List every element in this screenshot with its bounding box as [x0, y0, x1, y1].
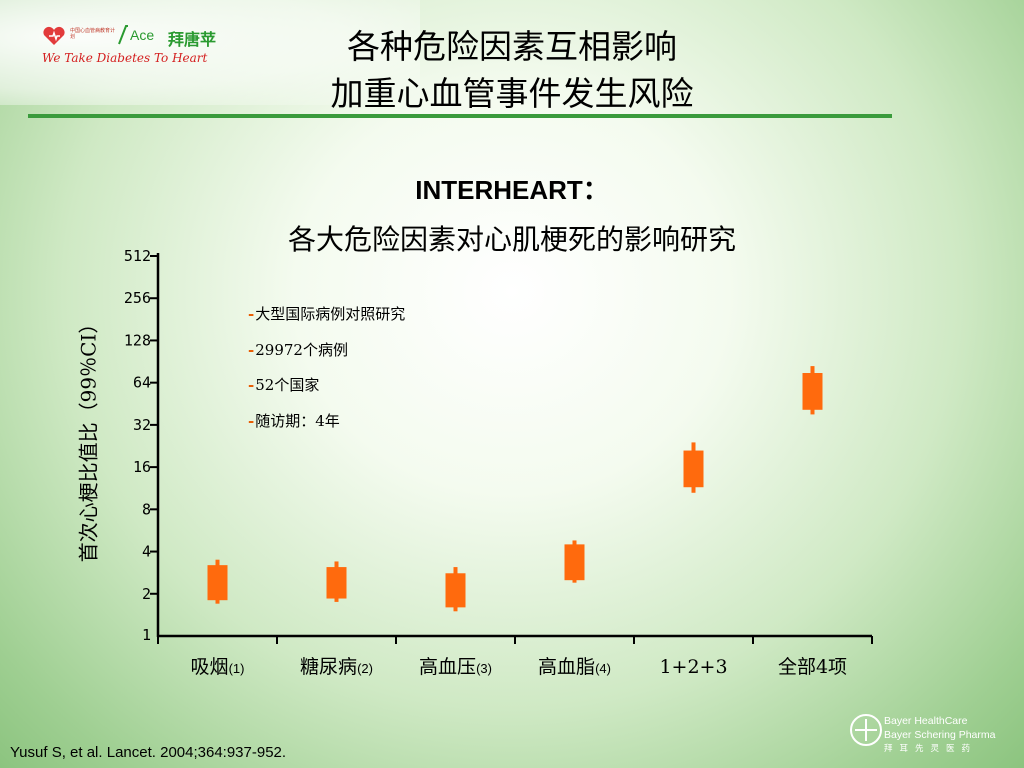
y-tick-label: 4 — [142, 543, 151, 561]
y-tick-label: 16 — [133, 458, 151, 476]
study-subtitle: 各大危险因素对心肌梗死的影响研究 — [287, 223, 736, 256]
ci-box — [445, 573, 466, 608]
study-note: -52个国家 — [248, 376, 320, 394]
ci-box — [802, 373, 823, 410]
study-note: -大型国际病例对照研究 — [248, 305, 406, 323]
x-tick-label: 糖尿病(2) — [300, 656, 373, 678]
y-tick-label: 64 — [133, 374, 151, 392]
brand-logo: 中国心血管病教育计划 Ace 拜唐苹 We Take Diabetes To H… — [40, 24, 245, 68]
x-tick-label: 高血压(3) — [419, 656, 492, 678]
ace-logo-text: Ace — [130, 27, 154, 43]
study-note: -随访期：4年 — [248, 411, 340, 430]
bayer-cross-icon — [850, 714, 882, 746]
study-note-text: 29972个病例 — [255, 340, 348, 359]
logo-tagline: We Take Diabetes To Heart — [42, 51, 208, 65]
chart-axes: 1 2 4 8 16 32 64 128 256 512 吸烟(1) 糖尿病(2) 高血压(3) 高血脂(… — [124, 247, 873, 678]
y-tick-label: 8 — [142, 500, 151, 518]
ci-box — [683, 450, 704, 488]
bayer-line1: Bayer HealthCare — [884, 715, 968, 727]
chart-boxes — [207, 366, 823, 612]
logo-brand-text: 拜唐苹 — [168, 30, 217, 49]
page-title-line2: 加重心血管事件发生风险 — [330, 74, 694, 113]
x-tick-label: 吸烟(1) — [191, 656, 245, 678]
x-tick-label: 全部4项 — [778, 656, 847, 678]
y-tick-label: 128 — [124, 331, 151, 349]
x-tick-label: 1+2+3 — [659, 656, 727, 678]
study-note-text: 大型国际病例对照研究 — [255, 305, 406, 323]
bayer-line3: 拜耳先灵医药 — [884, 743, 978, 753]
citation: Yusuf S, et al. Lancet. 2004;364:937-952… — [10, 744, 287, 761]
ci-box — [207, 565, 228, 601]
study-note: -29972个病例 — [248, 340, 348, 359]
study-title: INTERHEART： — [415, 175, 609, 205]
page-title-line1: 各种危险因素互相影响 — [347, 27, 677, 66]
study-notes: -大型国际病例对照研究 -29972个病例 -52个国家 -随访期：4年 — [248, 302, 405, 444]
y-tick-label: 32 — [133, 416, 151, 434]
y-tick-label: 1 — [142, 626, 151, 644]
ace-logo-icon: Ace — [118, 25, 154, 45]
study-note-text: 52个国家 — [255, 376, 320, 394]
logo-org-text: 中国心血管病教育计划 — [70, 28, 116, 40]
bayer-line2: Bayer Schering Pharma — [884, 729, 996, 741]
header-highlight — [0, 0, 420, 105]
chart-y-axis-label: 首次心梗比值比（99％CI） — [76, 313, 101, 563]
y-tick-label: 512 — [124, 247, 151, 265]
title-divider — [28, 114, 892, 118]
x-tick-label: 高血脂(4) — [538, 656, 611, 678]
heart-logo-icon — [43, 26, 65, 45]
bayer-logo: Bayer HealthCare Bayer Schering Pharma 拜… — [850, 713, 1010, 759]
y-tick-label: 256 — [124, 289, 151, 307]
ci-box — [326, 567, 347, 599]
y-tick-label: 2 — [142, 585, 151, 603]
ci-box — [564, 544, 585, 581]
study-note-text: 随访期：4年 — [255, 411, 340, 430]
